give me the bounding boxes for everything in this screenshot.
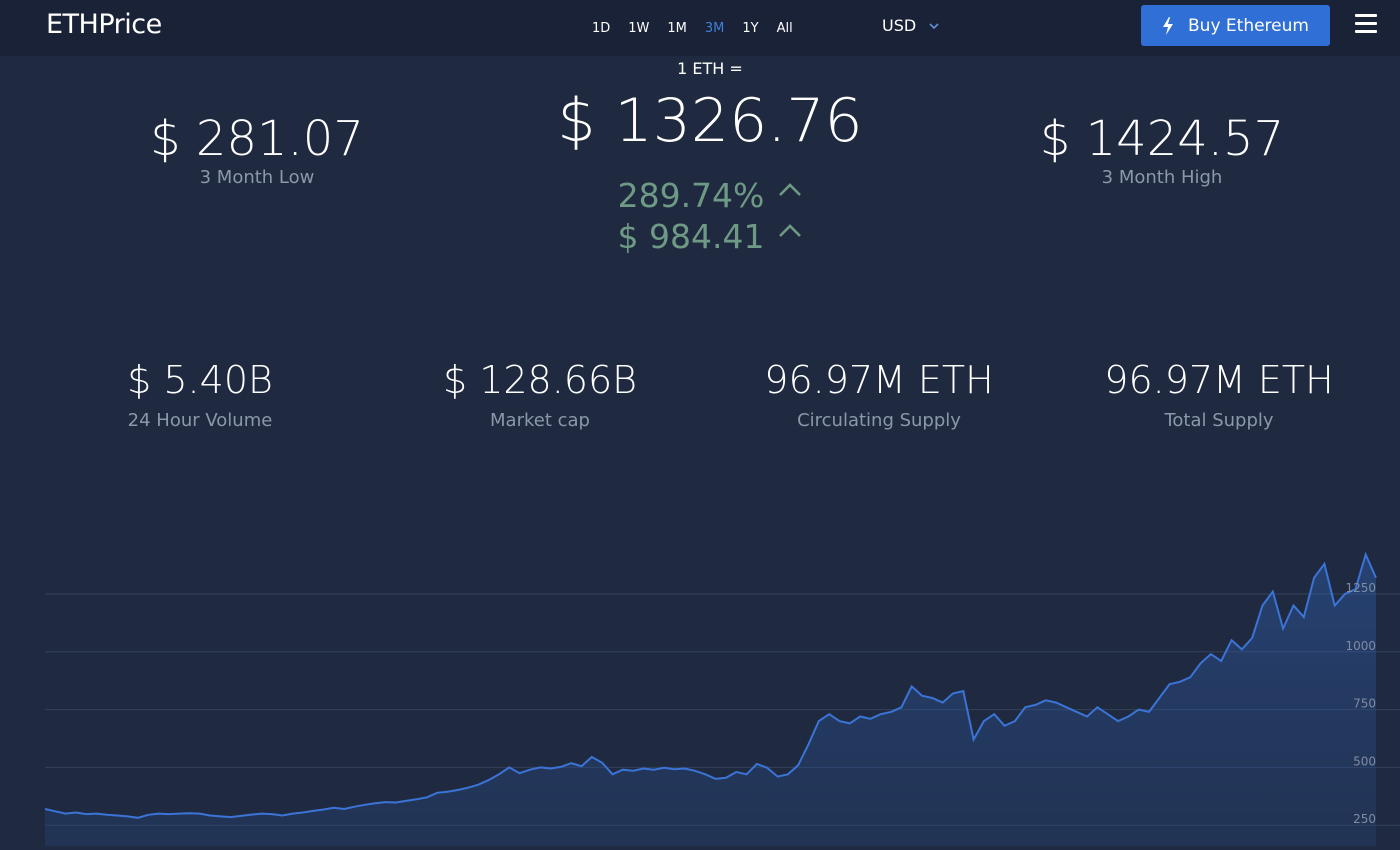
y-tick-label: 1000 <box>1345 639 1376 653</box>
stat-value: $ 128.66B <box>442 358 638 402</box>
price-chart-svg[interactable]: 250 500 750 1000 1250 <box>0 540 1400 846</box>
lightning-bolt-icon <box>1163 16 1174 35</box>
change-percent-value: 289.74% <box>617 176 765 215</box>
chevron-up-icon <box>779 223 802 237</box>
price-chart[interactable]: 250 500 750 1000 1250 <box>0 540 1400 846</box>
y-tick-label: 750 <box>1353 697 1376 711</box>
stat-market-cap: $ 128.66B Market cap <box>380 357 700 432</box>
currency-dropdown[interactable]: USD <box>882 16 940 35</box>
hamburger-menu-icon[interactable] <box>1355 14 1377 34</box>
stat-circulating-supply: 96.97M ETH Circulating Supply <box>719 357 1039 432</box>
range-1w[interactable]: 1W <box>628 20 650 36</box>
chevron-down-icon <box>929 22 939 29</box>
range-1d[interactable]: 1D <box>592 20 611 36</box>
three-month-low: $ 281.07 3 Month Low <box>77 111 437 189</box>
current-price: $ 1326.76 <box>557 86 863 156</box>
price-line <box>44 551 1377 819</box>
chevron-up-icon <box>779 182 802 196</box>
currency-value: USD <box>882 16 917 35</box>
range-1y[interactable]: 1Y <box>742 20 759 36</box>
top-navbar: ETHPrice 1D 1W 1M 3M 1Y All USD Buy Ethe… <box>0 0 1400 56</box>
change-usd-value: $ 984.41 <box>617 217 765 256</box>
price-change-usd: $ 984.41 <box>560 217 860 256</box>
price-area <box>45 554 1376 846</box>
stat-total-supply: 96.97M ETH Total Supply <box>1059 357 1379 432</box>
range-all[interactable]: All <box>776 20 793 36</box>
stat-label: Market cap <box>490 410 590 431</box>
y-tick-label: 500 <box>1353 754 1376 768</box>
y-tick-label: 1250 <box>1345 581 1376 595</box>
range-3m[interactable]: 3M <box>704 20 725 36</box>
time-range-selector: 1D 1W 1M 3M 1Y All <box>583 0 802 56</box>
stat-value: 96.97M ETH <box>764 358 994 402</box>
stat-value: 96.97M ETH <box>1104 358 1334 402</box>
stat-volume: $ 5.40B 24 Hour Volume <box>40 357 360 432</box>
stat-label: Total Supply <box>1164 410 1274 431</box>
three-month-high: $ 1424.57 3 Month High <box>982 111 1342 189</box>
stat-value: $ 5.40B <box>127 358 273 402</box>
low-value: $ 281.07 <box>150 111 364 167</box>
range-1m[interactable]: 1M <box>667 20 687 36</box>
high-label: 3 Month High <box>1101 167 1223 188</box>
unit-label: 1 ETH = <box>677 59 743 78</box>
high-value: $ 1424.57 <box>1039 111 1285 167</box>
buy-ethereum-button[interactable]: Buy Ethereum <box>1141 5 1330 46</box>
low-label: 3 Month Low <box>199 167 315 188</box>
stat-label: Circulating Supply <box>797 410 961 431</box>
price-change-percent: 289.74% <box>560 176 860 215</box>
y-tick-label: 250 <box>1353 812 1376 826</box>
buy-ethereum-label: Buy Ethereum <box>1188 15 1309 36</box>
stat-label: 24 Hour Volume <box>127 410 273 431</box>
site-logo[interactable]: ETHPrice <box>46 9 162 40</box>
